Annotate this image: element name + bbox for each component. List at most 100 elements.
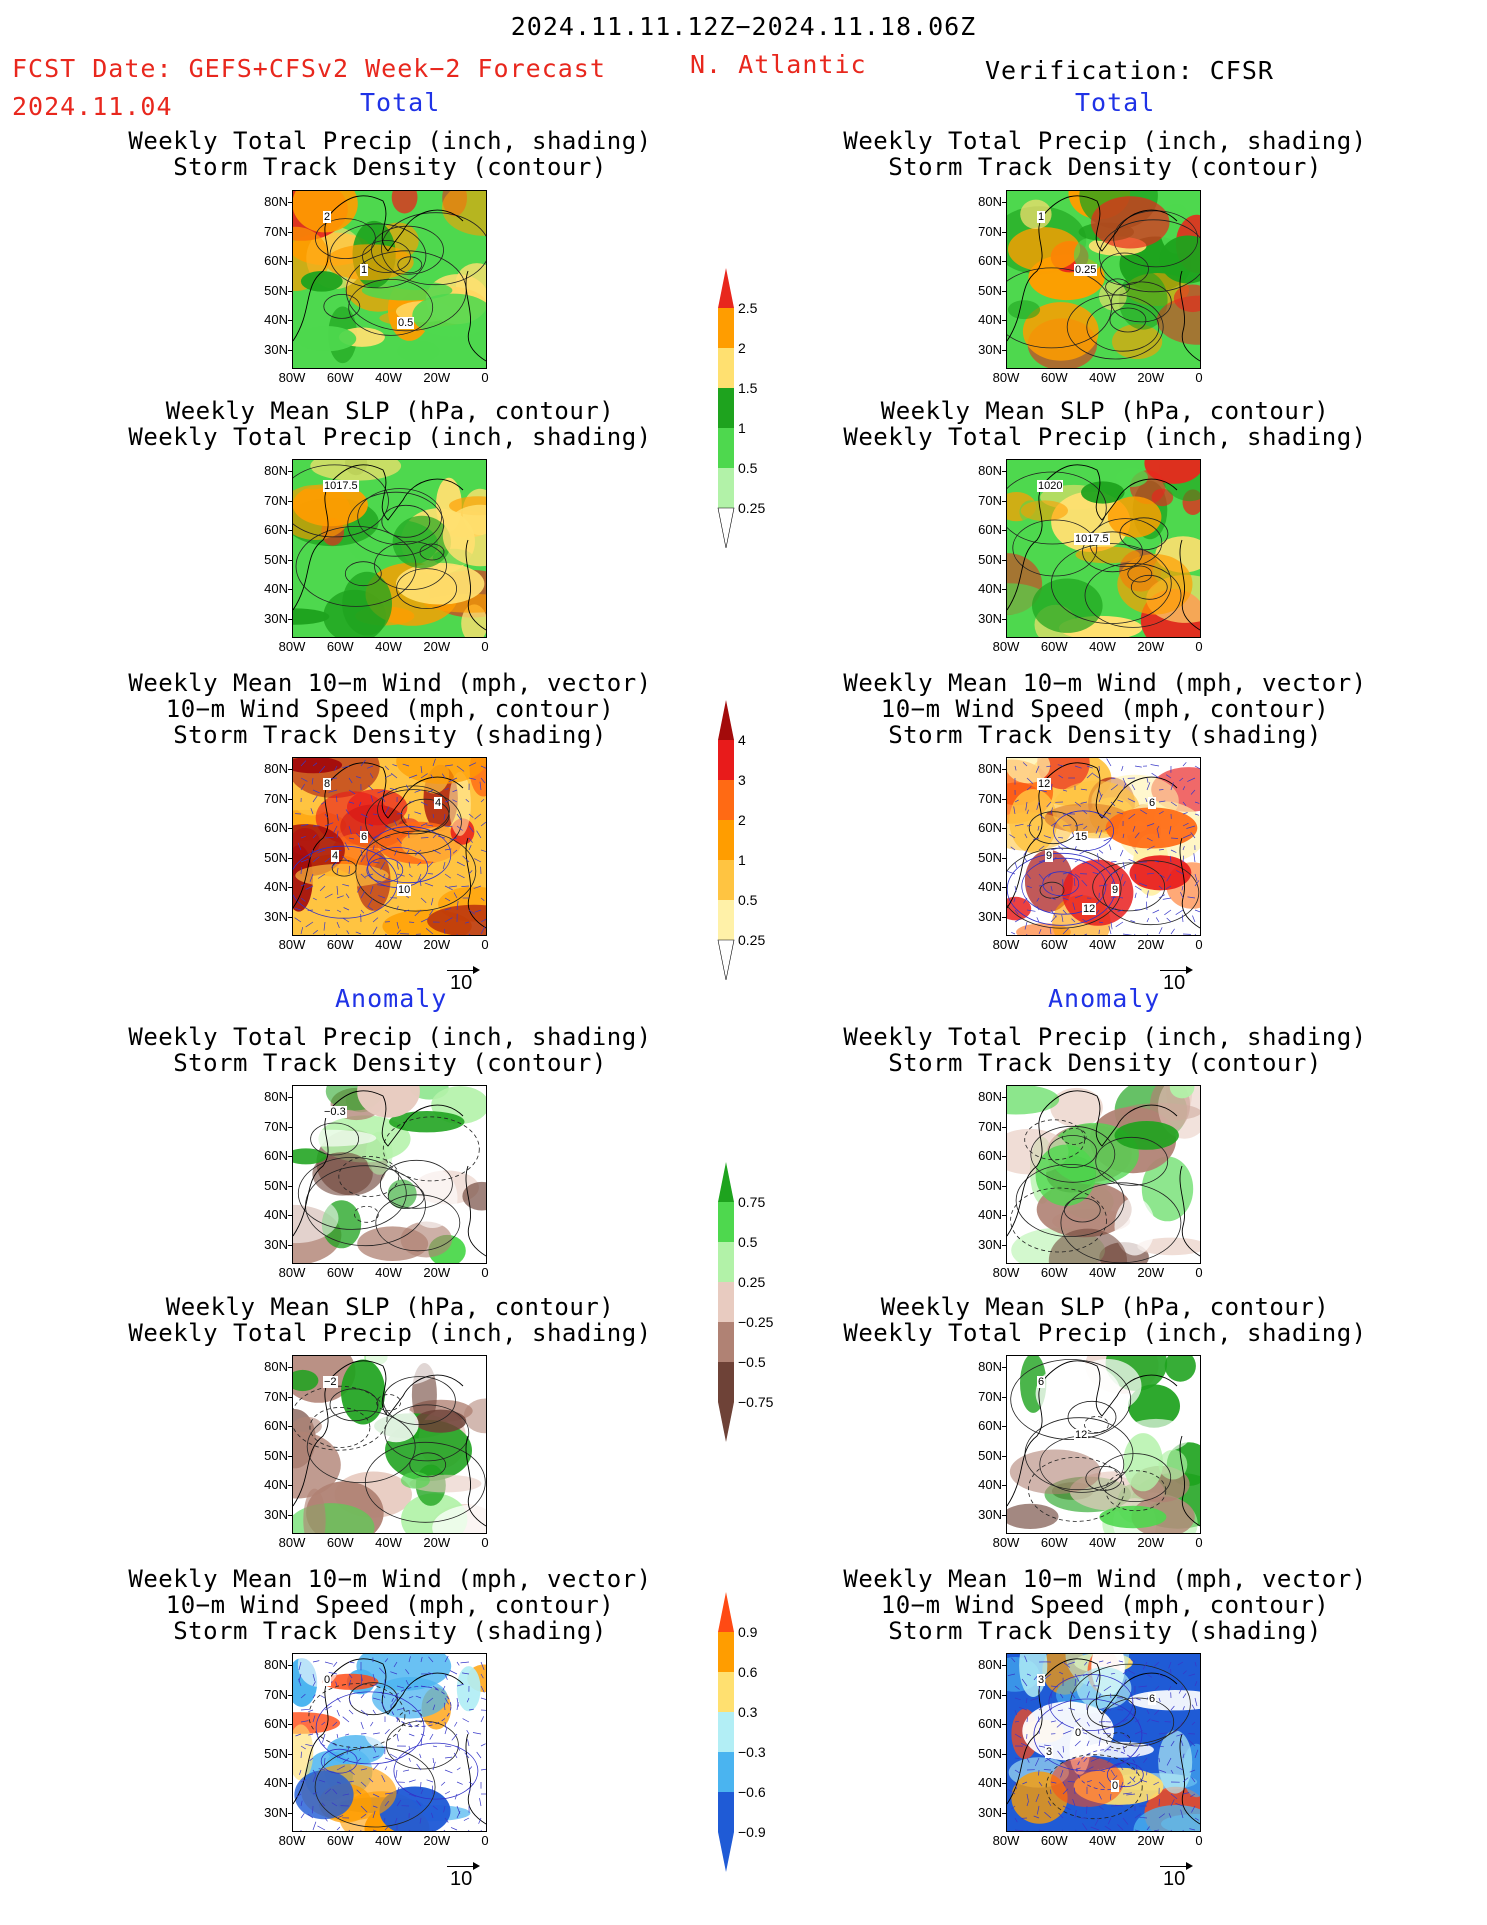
lat-tick [1002,1097,1006,1098]
lon-tick-label: 80W [278,937,306,952]
lat-tick [288,1426,292,1427]
lat-tick-label: 50N [978,551,1002,567]
lat-tick [1002,500,1006,502]
colorbar-label: 2.5 [738,300,758,316]
verification-anom-precip-field [1007,1086,1200,1263]
forecast-total-slp-title-line: Weekly Total Precip (inch, shading) [128,423,652,451]
lat-tick-label: 40N [978,1477,1002,1492]
lon-tick-label: 40W [375,1265,402,1280]
lat-tick [288,916,292,918]
contour-label: 0 [1111,1780,1120,1792]
contour-label: 1017.5 [323,480,359,492]
lat-tick [288,828,292,829]
colorbar-anom-precip: 0.75 0.5 0.25 −0.25 −0.5 −0.75 [716,1162,796,1462]
verification-anom-precip-map [1006,1085,1201,1264]
colorbar-label: 0.25 [738,500,766,516]
lat-tick [288,887,292,888]
lat-tick [1002,1396,1006,1398]
verification-total-wind-field [1007,758,1200,935]
lat-tick [288,1694,292,1696]
colorbar-label: 0.25 [738,932,766,948]
lat-tick-label: 60N [264,1418,288,1433]
colorbar-label: 1 [738,420,746,436]
contour-label: 15 [1074,831,1089,843]
colorbar-label: −0.6 [738,1784,766,1800]
lat-tick-label: 30N [978,1804,1002,1820]
contour-label: 9 [1111,884,1120,896]
forecast-anom-precip-field [293,1086,486,1263]
verification-anom-slp-map: 6 12 [1006,1355,1201,1534]
lat-tick [1002,916,1006,918]
colorbar-total-storm: 4 3 2 1 0.5 0.25 [716,700,796,1000]
lat-tick [288,1514,292,1516]
colorbar-segment [718,1672,734,1712]
contour-label: 6 [360,831,369,843]
colorbar-label: −0.75 [738,1394,774,1410]
lat-tick [288,1753,292,1755]
vector-ref-arrowhead [1186,1862,1193,1870]
lon-tick-label: 60W [1040,639,1068,654]
lat-tick [1002,828,1006,829]
contour-label: 1 [1037,211,1046,223]
forecast-total-wind-title-line: 10−m Wind Speed (mph, contour) [165,695,615,723]
lat-tick [1002,1812,1006,1814]
section-anomaly-right: Anomaly [1048,984,1161,1013]
lat-tick-label: 60N [978,820,1002,835]
lat-tick [1002,798,1006,800]
contour-label: 4 [434,797,443,809]
colorbar-label: −0.9 [738,1824,766,1840]
lat-tick-label: 70N [978,1388,1002,1404]
colorbar-label: 0.9 [738,1624,758,1640]
lat-tick-label: 80N [264,1089,288,1104]
lat-tick-label: 60N [978,253,1002,268]
vector-ref-label: 10 [1163,1868,1186,1890]
lat-tick-label: 80N [264,761,288,776]
colorbar-label: 0.25 [738,1274,766,1290]
contour-label: 0.5 [397,317,415,329]
lat-tick-label: 50N [978,849,1002,865]
forecast-anom-wind-map: 0 [292,1653,487,1832]
lat-tick-label: 50N [264,849,288,865]
lat-tick-label: 40N [264,879,288,894]
colorbar-label: 1.5 [738,380,758,396]
colorbar-segment [718,740,734,780]
colorbar-label: 3 [738,772,746,788]
lon-tick-label: 0 [1195,1535,1203,1550]
lat-tick-label: 50N [264,1745,288,1761]
forecast-total-slp-title-line: Weekly Mean SLP (hPa, contour) [165,397,615,425]
lat-tick-label: 60N [264,1148,288,1163]
colorbar-segment [718,388,734,428]
lon-tick-label: 20W [1137,1535,1165,1550]
contour-label: 1017.5 [1074,533,1110,545]
verification-total-precip-title-line: Storm Track Density (contour) [888,153,1322,181]
lat-tick-label: 60N [978,522,1002,537]
verification-total-precip-field [1007,191,1200,368]
lat-tick-label: 60N [264,1716,288,1731]
forecast-total-precip-map: 2 1 0.5 [292,190,487,369]
lat-tick [288,1244,292,1246]
lat-tick-label: 30N [978,1506,1002,1522]
fcst-label: FCST Date: GEFS+CFSv2 Week−2 Forecast [12,54,606,83]
lon-tick-label: 20W [1137,937,1165,952]
lat-tick-label: 40N [264,1775,288,1790]
lon-tick-label: 80W [278,370,306,385]
verification-total-wind-title-line: 10−m Wind Speed (mph, contour) [880,695,1330,723]
colorbar-label: 1 [738,852,746,868]
lat-tick [1002,1694,1006,1696]
colorbar-label: 4 [738,732,746,748]
lat-tick-label: 60N [264,820,288,835]
lat-tick-label: 30N [264,908,288,924]
section-total-right: Total [1075,88,1156,117]
colorbar-segment [718,780,734,820]
period-title: 2024.11.11.12Z−2024.11.18.06Z [510,12,977,41]
lat-tick-label: 80N [264,194,288,209]
lon-tick-label: 40W [1089,1535,1116,1550]
lon-tick-label: 20W [1137,639,1165,654]
lon-tick-label: 20W [1137,1265,1165,1280]
lat-tick [288,589,292,590]
forecast-total-wind-field [293,758,486,935]
lon-tick-label: 0 [481,937,489,952]
contour-label: 1020 [1037,480,1064,492]
lat-tick-label: 50N [978,1447,1002,1463]
lat-tick-label: 80N [978,761,1002,776]
